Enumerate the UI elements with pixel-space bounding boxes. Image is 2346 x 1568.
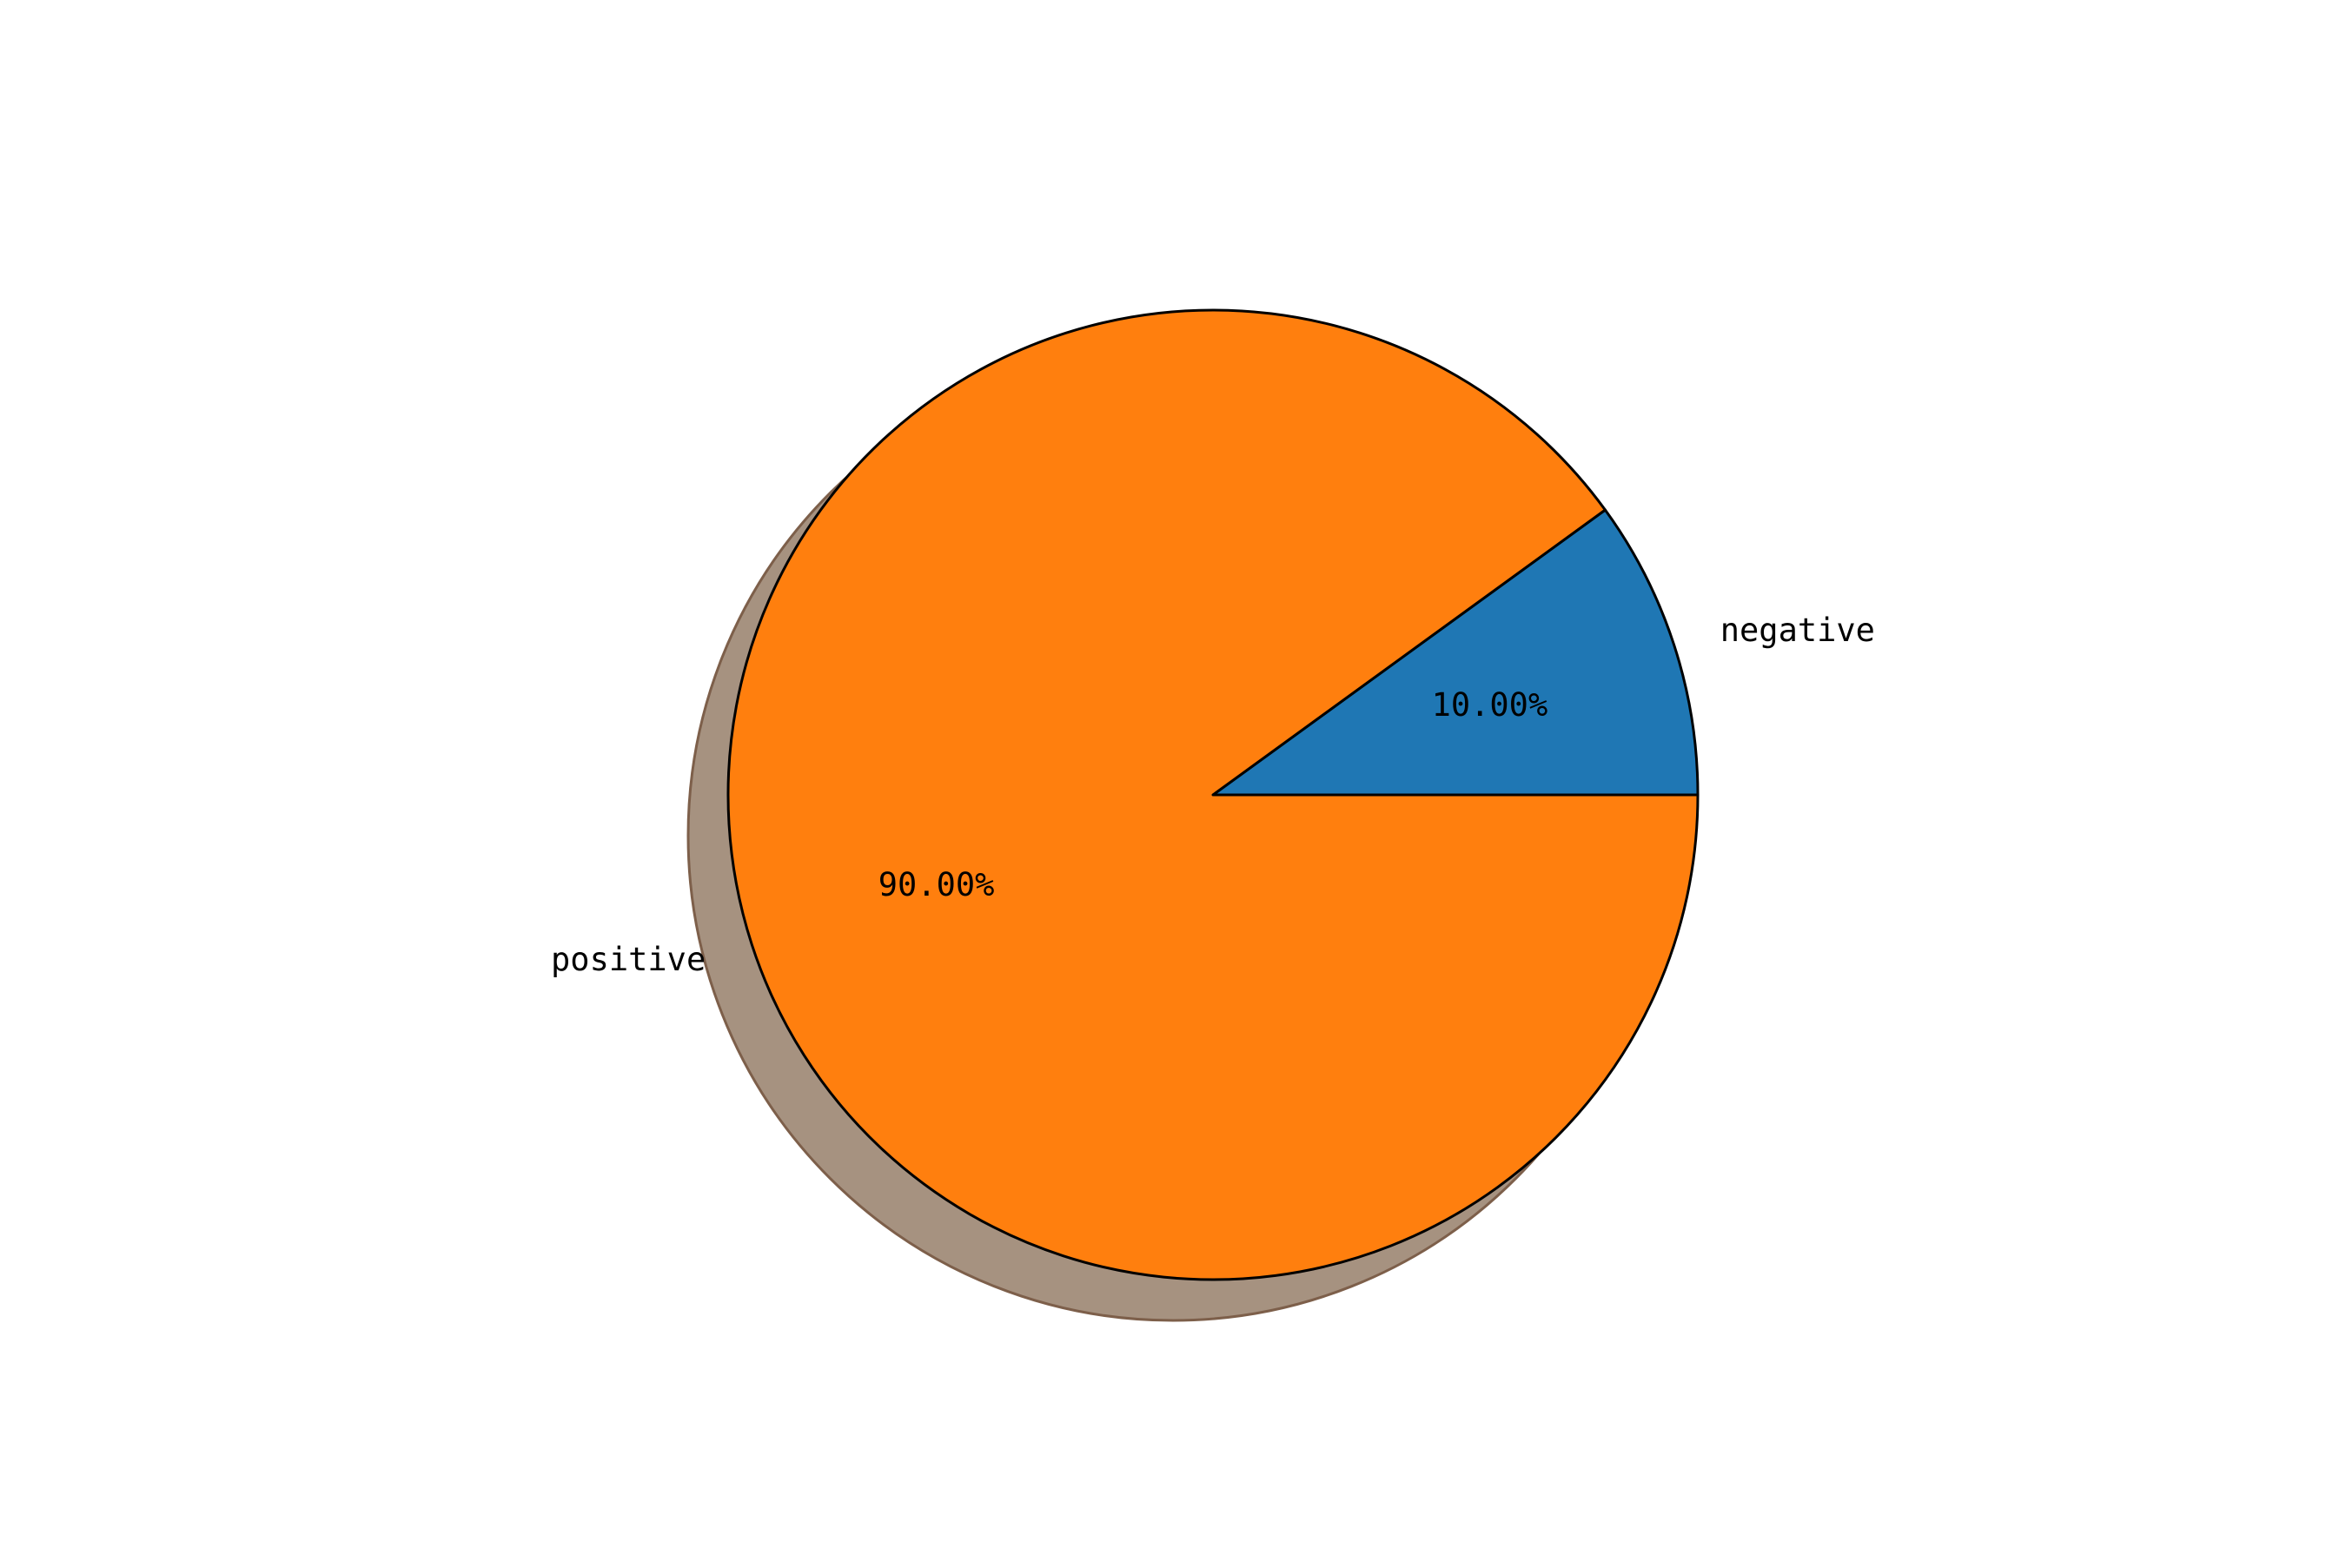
pie-pct-label-negative: 10.00% [1432, 686, 1548, 724]
pie-slice-layer [726, 308, 1700, 1281]
pie-slice-negative [1211, 508, 1700, 797]
pie-label-negative: negative [1720, 612, 1875, 649]
pie-pct-label-positive: 90.00% [878, 866, 995, 903]
pie-label-layer: 10.00% negative 90.00% positive [551, 612, 1875, 978]
pie-label-positive: positive [551, 941, 706, 978]
pie-slice-positive [726, 308, 1700, 1281]
